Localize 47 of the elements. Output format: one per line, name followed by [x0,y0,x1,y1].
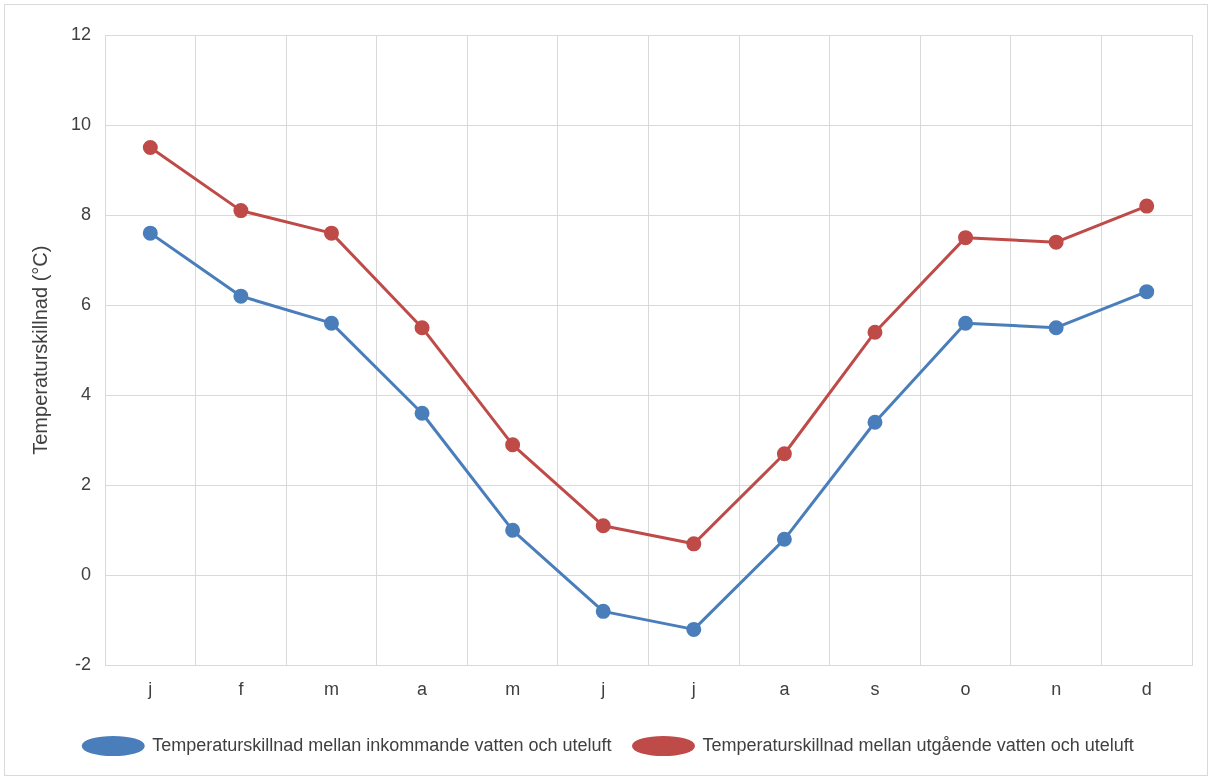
y-tick-label: -2 [75,654,92,675]
point [323,315,339,331]
point [958,230,974,246]
point [505,437,521,453]
point [505,522,521,538]
y-axis-title: Temperaturskillnad (°C) [28,245,51,455]
point [1139,198,1155,214]
x-tick-label: f [238,679,245,700]
point [233,288,249,304]
legend-label: Temperaturskillnad mellan utgående vatten och uteluft [702,734,1134,755]
y-tick-label: 10 [70,114,92,135]
point [414,320,430,336]
point [323,225,339,241]
point [776,446,792,462]
point [686,536,702,552]
x-tick-label: j [147,679,153,700]
point [867,324,883,340]
y-tick-label: 12 [70,23,92,44]
y-tick-label: 4 [81,384,92,405]
point [233,203,249,219]
x-tick-label: j [600,679,606,700]
point [1139,284,1155,300]
point [414,405,430,421]
point [1048,234,1064,250]
x-tick-label: a [417,679,429,700]
x-tick-label: m [323,679,339,700]
y-tick-label: 2 [81,474,92,495]
point [867,414,883,430]
legend-label: Temperaturskillnad mellan inkommande vatten och uteluft [152,734,612,755]
x-tick-label: d [1141,679,1152,700]
point [1048,320,1064,336]
x-tick-label: s [870,679,880,700]
point [595,518,611,534]
y-tick-label: 0 [81,564,92,585]
x-tick-label: a [779,679,791,700]
x-tick-label: o [960,679,971,700]
y-tick-label: 6 [81,294,92,315]
point [958,315,974,331]
y-tick-label: 8 [81,204,92,225]
point [776,531,792,547]
point [142,225,158,241]
x-tick-label: m [505,679,521,700]
point [686,621,702,637]
point [142,140,158,156]
x-tick-label: n [1051,679,1062,700]
x-tick-label: j [690,679,696,700]
point [595,603,611,619]
